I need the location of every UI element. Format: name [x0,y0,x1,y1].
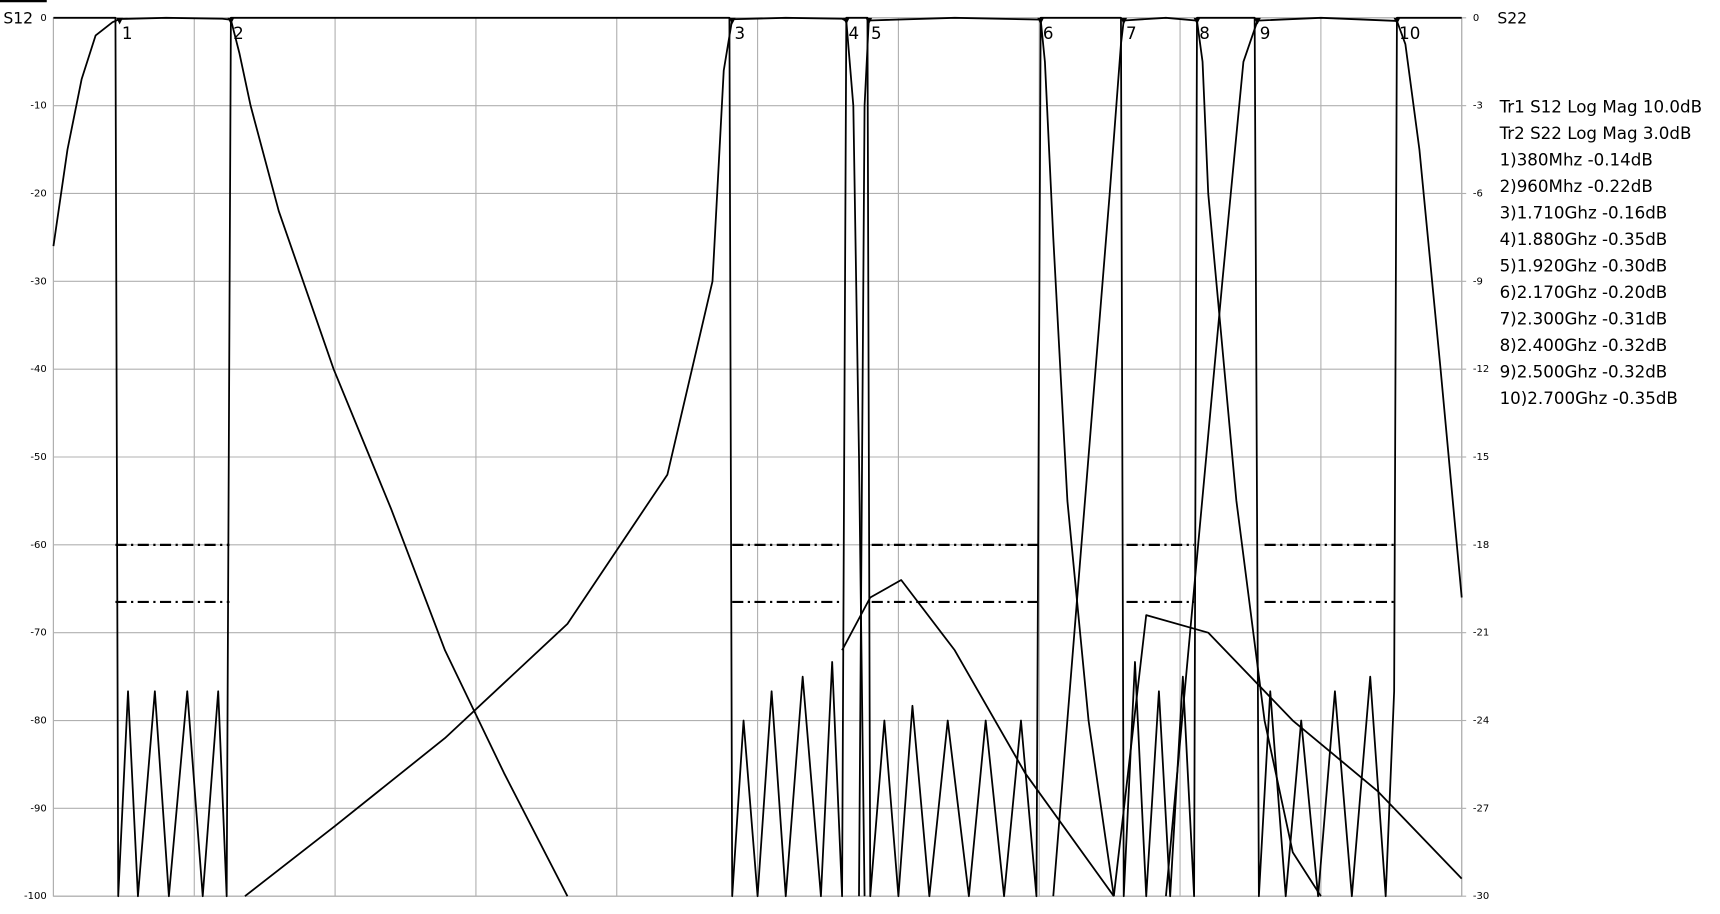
trace [244,16,866,897]
marker-readout: 3)1.710Ghz -0.16dB [1500,203,1668,222]
marker-readout: 10)2.700Ghz -0.35dB [1500,389,1678,408]
marker-readout: Tr1 S12 Log Mag 10.0dB [1499,97,1702,116]
marker [728,17,736,25]
trace [841,579,1115,897]
y-axis-label: S12 [3,9,33,27]
marker-label: 1 [122,24,133,43]
marker-label: 8 [1199,24,1210,43]
y-tick-label: -100 [24,891,47,902]
marker-label: 7 [1126,24,1137,43]
y-tick-label: -80 [30,716,46,727]
marker [865,17,873,25]
marker-readout: 6)2.170Ghz -0.20dB [1500,283,1668,302]
marker-readout: 1)380Mhz -0.14dB [1500,150,1653,169]
marker [1254,17,1261,25]
trace [1165,16,1463,897]
marker-readout: 7)2.300Ghz -0.31dB [1500,309,1668,328]
marker-readout: 4)1.880Ghz -0.35dB [1500,230,1668,249]
marker [1037,17,1044,25]
y-tick-label: -60 [30,540,46,551]
y-tick-label: -70 [30,628,46,639]
y-tick-label: -20 [30,188,46,199]
marker-label: 10 [1399,24,1420,43]
marker [227,17,235,25]
marker-label: 2 [233,24,244,43]
y2-axis-label: S22 [1497,9,1527,27]
marker-readout: 8)2.400Ghz -0.32dB [1500,336,1668,355]
y2-tick-label: -3 [1473,101,1483,112]
marker-label: 6 [1043,24,1054,43]
y-tick-label: -10 [30,101,46,112]
y-tick-label: -90 [30,803,46,814]
marker-label: 4 [849,24,860,43]
marker-readout: Tr2 S22 Log Mag 3.0dB [1499,124,1692,143]
y2-tick-label: -12 [1473,364,1489,375]
marker-readout: 2)960Mhz -0.22dB [1500,177,1653,196]
y2-tick-label: -18 [1473,540,1489,551]
marker-label: 9 [1260,24,1271,43]
y2-tick-label: -21 [1473,628,1489,639]
y2-tick-label: -24 [1473,716,1489,727]
marker-label: 5 [871,24,882,43]
y2-tick-label: -15 [1473,452,1489,463]
y2-tick-label: 0 [1473,13,1479,24]
y2-tick-label: -27 [1473,803,1489,814]
y2-tick-label: -6 [1473,188,1483,199]
y-tick-label: -30 [30,276,46,287]
marker-readout: 9)2.500Ghz -0.32dB [1500,362,1668,381]
y2-tick-label: -9 [1473,276,1483,287]
y-tick-label: 0 [40,13,46,24]
trace [858,16,1115,897]
marker [116,17,123,25]
y2-tick-label: -30 [1473,891,1489,902]
y-tick-label: -40 [30,364,46,375]
marker [1193,17,1201,25]
marker [1393,17,1401,25]
marker-readout: 5)1.920Ghz -0.30dB [1500,256,1668,275]
marker-label: 3 [734,24,745,43]
trace [1112,614,1463,897]
marker [1120,17,1128,25]
y-tick-label: -50 [30,452,46,463]
trace [53,16,1462,898]
marker [842,17,850,25]
